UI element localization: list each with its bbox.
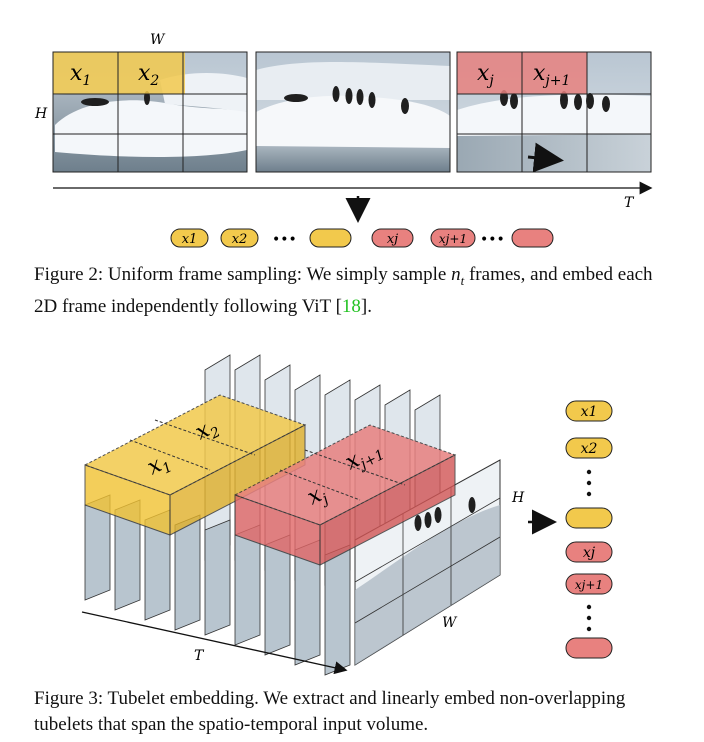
time-label: T <box>194 648 205 664</box>
ellipsis-2: ••• <box>480 232 505 248</box>
motion-arrow-icon <box>527 142 564 173</box>
token-x1: x1 <box>581 404 598 420</box>
height-label: H <box>511 490 525 506</box>
token-empty-red <box>511 228 554 248</box>
patch-label-xj: xj <box>477 61 494 89</box>
patch-label-x1: x1 <box>70 61 91 89</box>
caption-2-ref-link[interactable]: 18 <box>341 295 361 317</box>
tubelet-yellow: x1 x2 <box>83 394 307 536</box>
token-xj: xj <box>583 545 596 561</box>
token-x2: x2 <box>232 232 248 247</box>
caption-2-var-sub: t <box>460 272 465 288</box>
patch-label-xj1: xj+1 <box>533 61 570 89</box>
time-label: T <box>624 195 635 211</box>
token-x1: x1 <box>182 232 198 247</box>
width-label: W <box>442 615 458 631</box>
caption-2-var: n <box>451 264 461 285</box>
caption-2-middle: frames, and embed each 2D frame independ… <box>34 264 653 317</box>
token-x2: x2 <box>581 441 598 457</box>
token-column: x1 x2 xj xj+1 <box>565 400 613 659</box>
figure-3-caption: Figure 3: Tubelet embedding. We extract … <box>34 688 626 735</box>
video-frame-3: xj xj+1 <box>456 51 652 173</box>
token-row: x1 x2 ••• xj xj+1 ••• <box>170 228 554 248</box>
token-xj: xj <box>387 232 398 247</box>
token-empty-yellow <box>309 228 352 248</box>
width-label: W <box>150 32 166 48</box>
time-axis-arrow-icon <box>81 611 348 675</box>
ellipsis-1: ••• <box>272 232 297 248</box>
token-xj1: xj+1 <box>575 578 603 592</box>
height-label: H <box>34 106 48 122</box>
figure-2: x1 x2 <box>34 32 653 248</box>
tubelet-red: xj xj+1 <box>233 424 457 566</box>
video-frame-2 <box>255 51 451 173</box>
patch-label-x2: x2 <box>138 61 159 89</box>
figure-3: x1 x2 xj xj+1 H W T x1 x2 <box>81 354 613 676</box>
token-xj1: xj+1 <box>439 232 467 246</box>
video-frame-1: x1 x2 <box>52 51 248 173</box>
caption-2-prefix: Figure 2: Uniform frame sampling: We sim… <box>34 264 452 285</box>
figure-2-caption: Figure 2: Uniform frame sampling: We sim… <box>34 262 674 320</box>
token-empty-red <box>565 637 613 659</box>
token-empty-yellow <box>565 507 613 529</box>
caption-2-suffix: ]. <box>360 295 372 317</box>
